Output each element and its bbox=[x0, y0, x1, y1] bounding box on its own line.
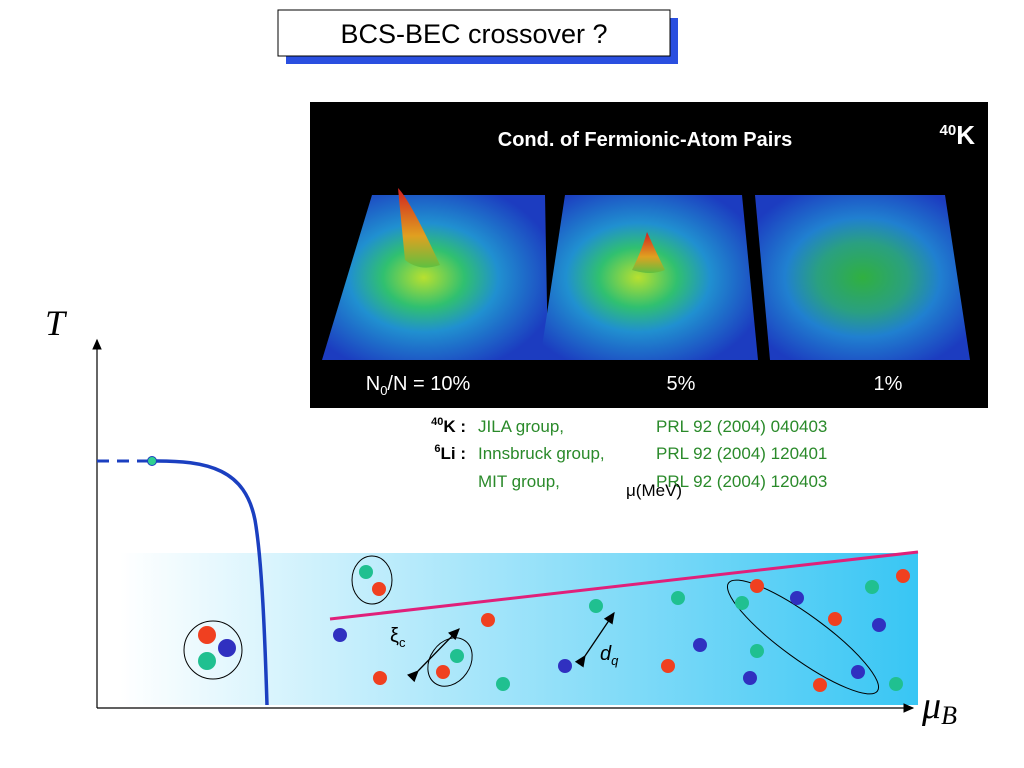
ref-isotope: 40K : bbox=[431, 416, 466, 436]
particle bbox=[896, 569, 910, 583]
pairing-line bbox=[329, 550, 919, 621]
particle bbox=[790, 591, 804, 605]
isotope-sup: 40 bbox=[940, 122, 957, 139]
label-main: N bbox=[366, 373, 380, 395]
isotope-symbol: K bbox=[956, 120, 975, 150]
particle bbox=[889, 677, 903, 691]
coherence-sub: c bbox=[399, 635, 406, 650]
particle bbox=[828, 612, 842, 626]
ref-element: Li : bbox=[441, 444, 467, 463]
distance-label: dq bbox=[600, 643, 619, 668]
particle bbox=[436, 665, 450, 679]
distance-arrow bbox=[574, 611, 615, 668]
peak-1 bbox=[398, 188, 440, 268]
ref-element: K : bbox=[443, 417, 466, 436]
particles bbox=[198, 565, 910, 692]
particle bbox=[333, 628, 347, 642]
coherence-main: ξ bbox=[390, 625, 399, 647]
ref-group: MIT group, bbox=[478, 472, 560, 491]
fraction-label: 5% bbox=[667, 373, 696, 395]
label-rest: /N = 10% bbox=[387, 373, 470, 395]
critical-line bbox=[149, 459, 269, 706]
cloud-2 bbox=[540, 195, 758, 360]
particle bbox=[661, 659, 675, 673]
particle bbox=[198, 652, 216, 670]
x-axis-label: μB bbox=[921, 685, 957, 730]
pair-outline bbox=[183, 620, 243, 680]
ref-paper: PRL 92 (2004) 040403 bbox=[656, 417, 827, 436]
particle bbox=[558, 659, 572, 673]
coherence-label: ξc bbox=[390, 625, 406, 650]
pair-outline bbox=[726, 579, 880, 695]
ref-sup: 6 bbox=[434, 443, 440, 455]
particle bbox=[359, 565, 373, 579]
particle bbox=[671, 591, 685, 605]
pair-outline bbox=[351, 555, 393, 605]
particle bbox=[589, 599, 603, 613]
ref-group: Innsbruck group, bbox=[478, 444, 605, 463]
particle bbox=[743, 671, 757, 685]
ref-paper: PRL 92 (2004) 120401 bbox=[656, 444, 827, 463]
ref-isotope: 6Li : bbox=[434, 443, 466, 463]
particle bbox=[373, 671, 387, 685]
title-box bbox=[277, 9, 671, 57]
critical-point bbox=[147, 456, 157, 466]
particle bbox=[218, 639, 236, 657]
coherence-arrow bbox=[407, 628, 460, 683]
ref-group: JILA group, bbox=[478, 417, 564, 436]
particle bbox=[372, 582, 386, 596]
fraction-label: 1% bbox=[874, 373, 903, 395]
image-title: Cond. of Fermionic-Atom Pairs bbox=[498, 129, 792, 151]
x-axis-main: μ bbox=[921, 685, 941, 727]
particle bbox=[496, 677, 510, 691]
x-axis-sub: B bbox=[941, 701, 957, 730]
particle bbox=[851, 665, 865, 679]
peak-2 bbox=[632, 232, 665, 273]
crossover-region bbox=[120, 553, 918, 705]
distance-main: d bbox=[600, 643, 612, 665]
particle bbox=[872, 618, 886, 632]
particle bbox=[750, 644, 764, 658]
particle bbox=[693, 638, 707, 652]
particle bbox=[198, 626, 216, 644]
slide-title: BCS-BEC crossover ? bbox=[340, 19, 607, 49]
fraction-label: N0/N = 10% bbox=[366, 373, 471, 398]
ref-sup: 40 bbox=[431, 416, 443, 428]
references: 40K : JILA group, PRL 92 (2004) 040403 6… bbox=[431, 416, 827, 500]
label-sub: 0 bbox=[380, 383, 387, 398]
particle bbox=[750, 579, 764, 593]
y-axis-label: T bbox=[45, 303, 68, 343]
particle bbox=[813, 678, 827, 692]
cloud-3 bbox=[755, 195, 970, 360]
ref-paper: PRL 92 (2004) 120403 bbox=[656, 472, 827, 491]
cloud-1 bbox=[322, 195, 548, 360]
particle bbox=[735, 596, 749, 610]
particle bbox=[450, 649, 464, 663]
distance-sub: q bbox=[611, 653, 619, 668]
particle bbox=[481, 613, 495, 627]
isotope-label: 40K bbox=[940, 120, 976, 150]
particle bbox=[865, 580, 879, 594]
overlay-axis-label: μ(MeV) bbox=[626, 481, 682, 500]
